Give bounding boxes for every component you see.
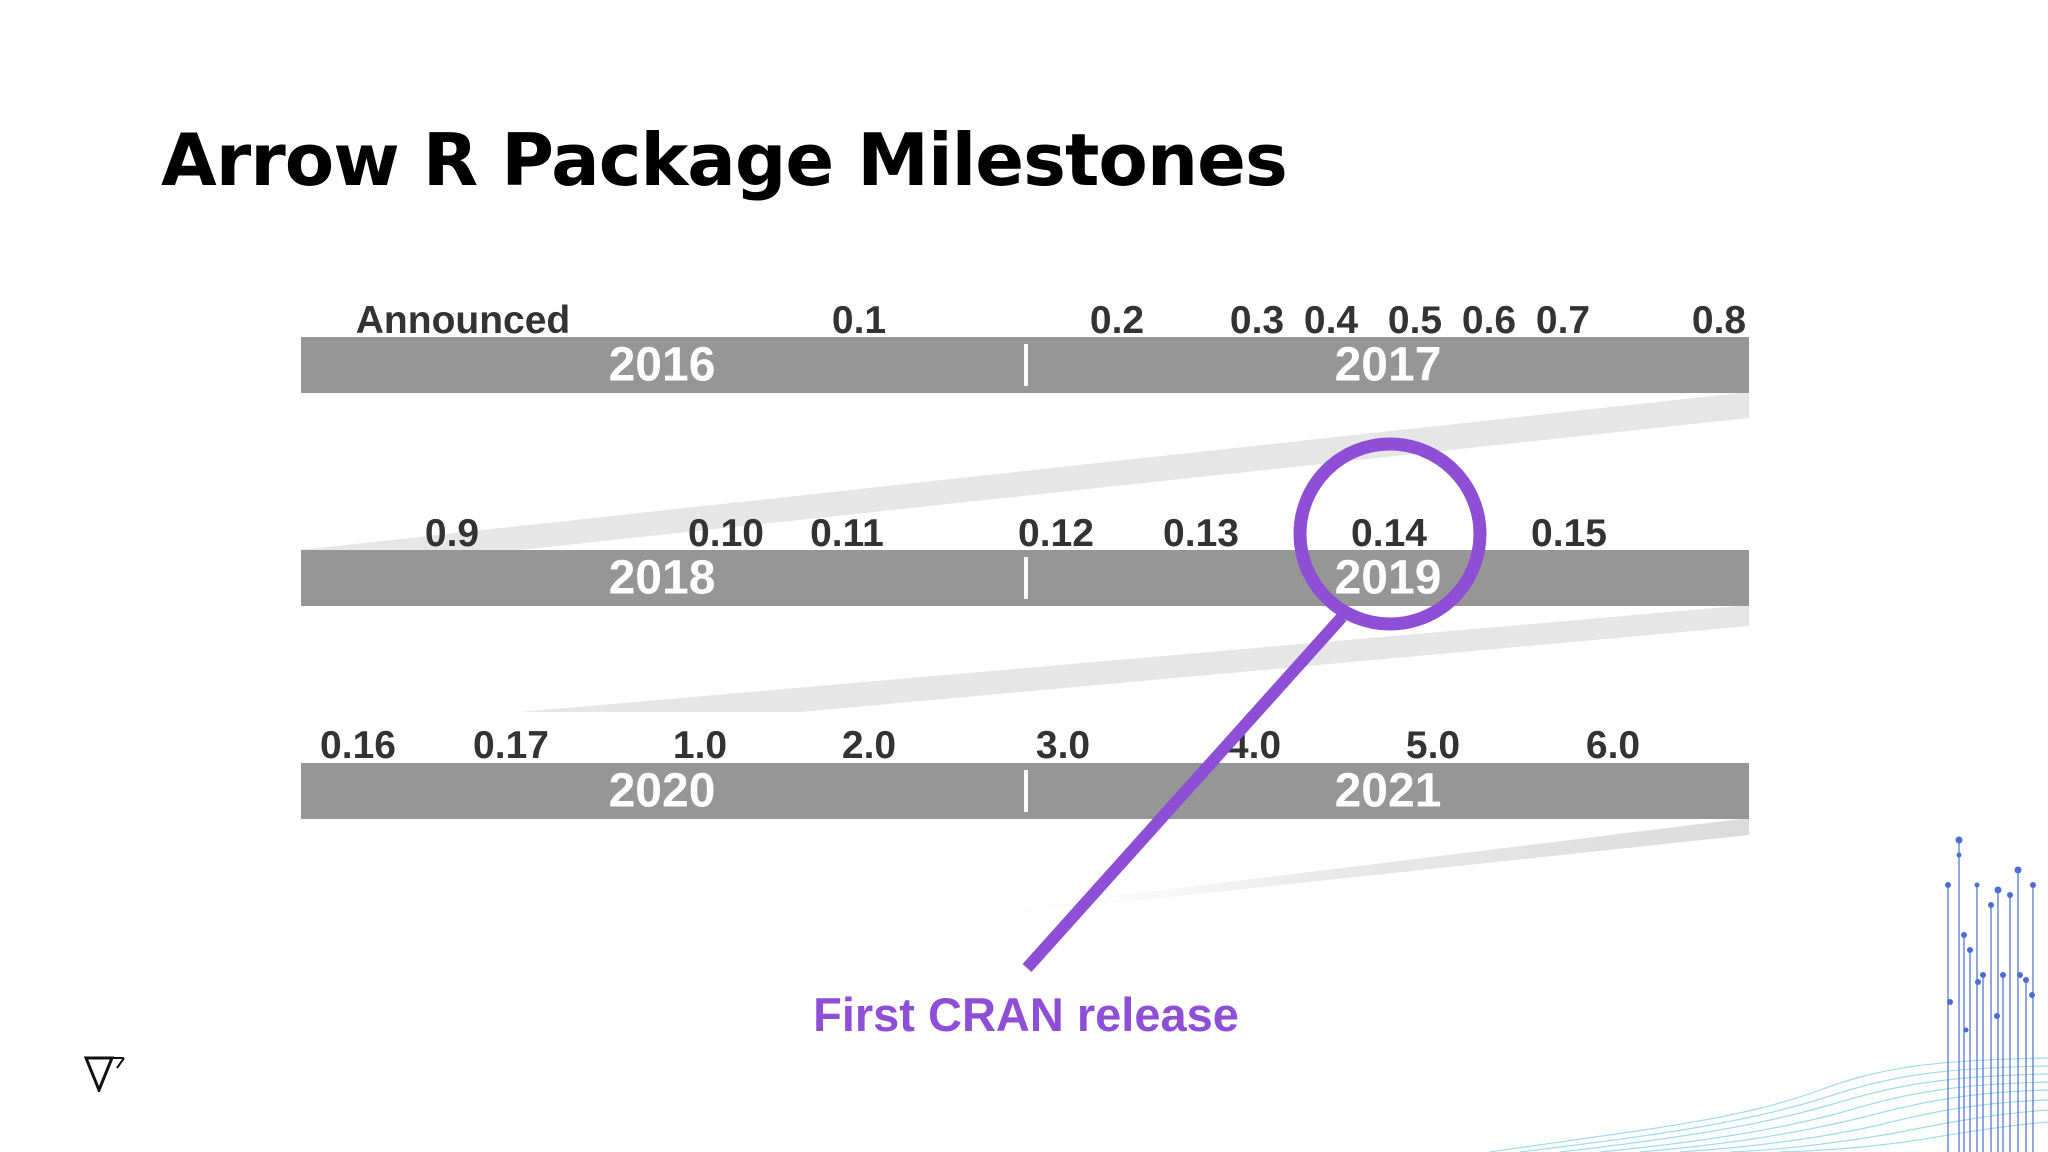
milestone-label: Announced	[355, 299, 571, 342]
milestone-label: 1.0	[672, 724, 728, 767]
milestone-label: 5.0	[1405, 724, 1461, 767]
year-divider	[1024, 770, 1028, 812]
milestone-label: 0.3	[1229, 299, 1285, 342]
milestone-label: 0.17	[473, 724, 549, 767]
milestone-label: 0.13	[1163, 512, 1239, 555]
timeline-band-2018-2019: 2018 2019	[301, 550, 1749, 606]
connector-ribbon-3-body	[960, 818, 1749, 915]
milestone-label: 6.0	[1585, 724, 1641, 767]
year-label: 2020	[608, 764, 716, 818]
milestone-label: 0.5	[1387, 299, 1443, 342]
year-label: 2017	[1334, 338, 1442, 392]
timeline-band-2016-2017: 2016 2017	[301, 337, 1749, 393]
logo-icon	[84, 1056, 125, 1092]
highlight-pointer-line	[1022, 612, 1347, 973]
decorative-network-graphic	[1489, 836, 2048, 1152]
milestone-label: 0.16	[320, 724, 396, 767]
milestone-label: 0.15	[1531, 512, 1607, 555]
milestone-label: 0.12	[1018, 512, 1094, 555]
milestone-label: 0.8	[1691, 299, 1747, 342]
highlight-circle	[1293, 437, 1487, 631]
milestone-label: 0.14	[1351, 512, 1427, 555]
year-label: 2016	[608, 338, 716, 392]
milestone-label: 0.11	[810, 512, 884, 555]
milestone-label: 2.0	[841, 724, 897, 767]
milestone-label: 0.9	[424, 512, 480, 555]
milestone-label: 0.10	[688, 512, 764, 555]
year-divider	[1024, 557, 1028, 599]
milestone-label: 0.2	[1089, 299, 1145, 342]
timeline-band-2020-2021: 2020 2021	[301, 763, 1749, 819]
page-title: Arrow R Package Milestones	[161, 118, 1288, 202]
milestone-label: 0.1	[831, 299, 887, 342]
milestone-label: 0.6	[1461, 299, 1517, 342]
milestone-label: 0.7	[1535, 299, 1591, 342]
milestone-label: 3.0	[1035, 724, 1091, 767]
year-divider	[1024, 344, 1028, 386]
milestone-label: 0.4	[1303, 299, 1359, 342]
year-label: 2018	[608, 551, 716, 605]
connector-ribbon-1-body	[301, 392, 1749, 550]
year-label: 2021	[1334, 764, 1442, 818]
year-label: 2019	[1334, 551, 1442, 605]
connector-ribbon-2-body	[520, 605, 1749, 712]
first-cran-release-label: First CRAN release	[813, 988, 1239, 1041]
